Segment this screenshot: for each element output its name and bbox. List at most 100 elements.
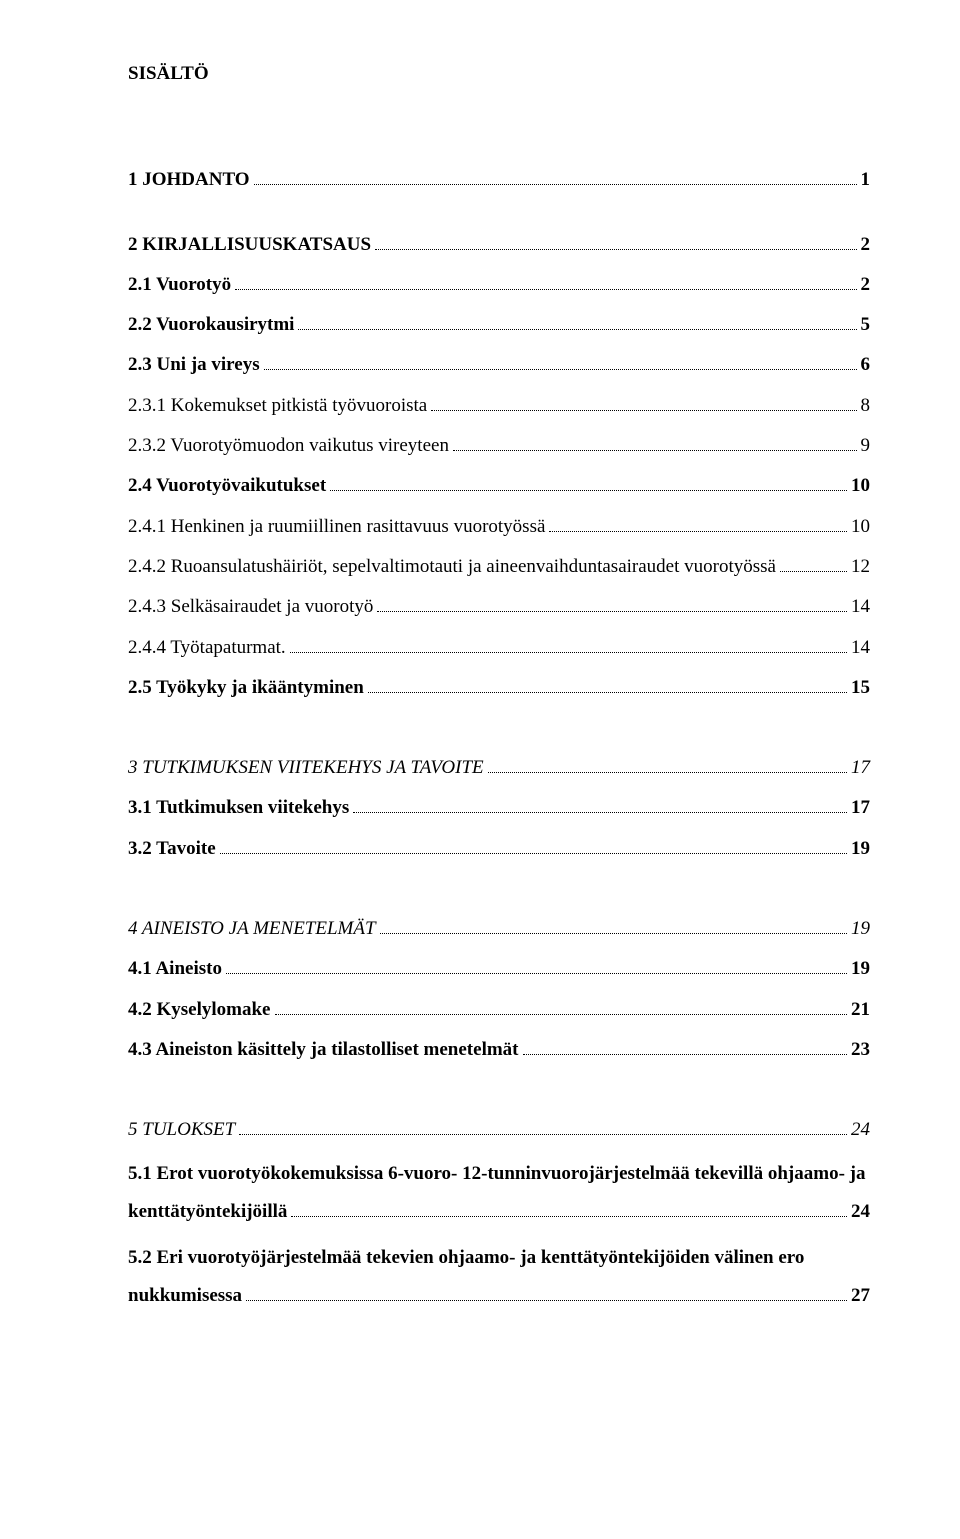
toc-leader (275, 997, 848, 1015)
toc-entry: 5 TULOKSET 24 (128, 1114, 870, 1146)
toc-page: 24 (851, 1193, 870, 1231)
toc-page: 14 (851, 591, 870, 623)
toc-page: 5 (861, 309, 871, 341)
toc-gap (128, 1074, 870, 1114)
toc-label: 5 TULOKSET (128, 1114, 235, 1146)
toc-label: 1 JOHDANTO (128, 164, 250, 196)
toc-leader (488, 755, 847, 773)
toc-entry: 2.4.2 Ruoansulatushäiriöt, sepelvaltimot… (128, 551, 870, 583)
toc-page: 6 (861, 349, 871, 381)
toc-label: 2.3.1 Kokemukset pitkistä työvuoroista (128, 390, 427, 422)
toc-leader (377, 594, 847, 612)
toc-leader (431, 393, 856, 411)
toc-label: 3.1 Tutkimuksen viitekehys (128, 792, 349, 824)
toc-label-line1: 5.1 Erot vuorotyökokemuksissa 6-vuoro- 1… (128, 1155, 870, 1193)
page-title: SISÄLTÖ (128, 58, 870, 90)
toc-page: 24 (851, 1114, 870, 1146)
toc-label-tail: kenttätyöntekijöillä (128, 1193, 287, 1231)
toc-page: 19 (851, 953, 870, 985)
toc-label: 2.4.1 Henkinen ja ruumiillinen rasittavu… (128, 511, 545, 543)
toc-label: 4.1 Aineisto (128, 953, 222, 985)
toc-leader (453, 433, 857, 451)
toc-leader (353, 795, 847, 813)
toc-label: 2.4.2 Ruoansulatushäiriöt, sepelvaltimot… (128, 551, 776, 583)
toc-label: 2.4.3 Selkäsairaudet ja vuorotyö (128, 591, 373, 623)
toc-page: 19 (851, 833, 870, 865)
toc-label: 3.2 Tavoite (128, 833, 216, 865)
toc-entry: 2 KIRJALLISUUSKATSAUS 2 (128, 229, 870, 261)
toc-entry: 3.2 Tavoite 19 (128, 833, 870, 865)
toc-page: 19 (851, 913, 870, 945)
toc-entry: 2.4.3 Selkäsairaudet ja vuorotyö 14 (128, 591, 870, 623)
toc-label: 2.3 Uni ja vireys (128, 349, 260, 381)
toc-leader (239, 1117, 847, 1135)
toc-label: 2.1 Vuorotyö (128, 269, 231, 301)
toc-entry: 2.1 Vuorotyö 2 (128, 269, 870, 301)
toc-leader (226, 956, 847, 974)
toc-leader (330, 473, 847, 491)
toc-page: 8 (861, 390, 871, 422)
toc-leader (523, 1037, 847, 1055)
toc-label: 2.2 Vuorokausirytmi (128, 309, 294, 341)
toc-entry: 3.1 Tutkimuksen viitekehys 17 (128, 792, 870, 824)
toc-page: 9 (861, 430, 871, 462)
toc-entry: 2.2 Vuorokausirytmi 5 (128, 309, 870, 341)
toc-leader (298, 312, 856, 330)
toc-label-line1: 5.2 Eri vuorotyöjärjestelmää tekevien oh… (128, 1239, 870, 1277)
toc-leader (290, 634, 847, 652)
toc-page: 27 (851, 1277, 870, 1315)
toc-entry: 4.2 Kyselylomake 21 (128, 994, 870, 1026)
toc-leader (264, 352, 857, 370)
toc-entry: 4.3 Aineiston käsittely ja tilastolliset… (128, 1034, 870, 1066)
toc-label: 4.3 Aineiston käsittely ja tilastolliset… (128, 1034, 519, 1066)
toc-entry: 2.3 Uni ja vireys 6 (128, 349, 870, 381)
toc-leader (254, 167, 857, 185)
toc-gap (128, 873, 870, 913)
toc-leader (549, 514, 847, 532)
toc-page: 21 (851, 994, 870, 1026)
toc-label: 2.3.2 Vuorotyömuodon vaikutus vireyteen (128, 430, 449, 462)
toc-entry: 5.1 Erot vuorotyökokemuksissa 6-vuoro- 1… (128, 1155, 870, 1231)
toc-label: 4.2 Kyselylomake (128, 994, 271, 1026)
toc-page: 10 (851, 511, 870, 543)
toc-page: 2 (861, 229, 871, 261)
toc-gap (128, 124, 870, 164)
toc-page: 17 (851, 752, 870, 784)
toc-leader (375, 232, 856, 250)
toc-entry: 2.5 Työkyky ja ikääntyminen 15 (128, 672, 870, 704)
toc-label: 2.4.4 Työtapaturmat. (128, 632, 286, 664)
toc-page: 12 (851, 551, 870, 583)
toc-leader (246, 1282, 847, 1300)
toc-leader (235, 272, 856, 290)
toc-entry: 2.3.1 Kokemukset pitkistä työvuoroista 8 (128, 390, 870, 422)
toc-leader (368, 675, 847, 693)
toc-leader (380, 916, 847, 934)
toc-label-tail: nukkumisessa (128, 1277, 242, 1315)
toc-entry: 4 AINEISTO JA MENETELMÄT 19 (128, 913, 870, 945)
toc-label: 3 TUTKIMUKSEN VIITEKEHYS JA TAVOITE (128, 752, 484, 784)
toc-label-lastline: nukkumisessa 27 (128, 1277, 870, 1315)
toc-entry: 4.1 Aineisto 19 (128, 953, 870, 985)
toc-page: 1 (861, 164, 871, 196)
toc-entry: 3 TUTKIMUKSEN VIITEKEHYS JA TAVOITE 17 (128, 752, 870, 784)
toc-page: 17 (851, 792, 870, 824)
toc-label: 2.5 Työkyky ja ikääntyminen (128, 672, 364, 704)
toc-label-lastline: kenttätyöntekijöillä 24 (128, 1193, 870, 1231)
toc-entry: 1 JOHDANTO 1 (128, 164, 870, 196)
toc-label: 4 AINEISTO JA MENETELMÄT (128, 913, 376, 945)
toc-entry: 2.3.2 Vuorotyömuodon vaikutus vireyteen 9 (128, 430, 870, 462)
toc-entry: 2.4 Vuorotyövaikutukset10 (128, 470, 870, 502)
toc-leader (291, 1198, 847, 1216)
toc-page: 14 (851, 632, 870, 664)
table-of-contents: 1 JOHDANTO12 KIRJALLISUUSKATSAUS22.1 Vuo… (128, 124, 870, 1314)
toc-entry: 2.4.4 Työtapaturmat. 14 (128, 632, 870, 664)
toc-page: 15 (851, 672, 870, 704)
toc-leader (780, 554, 847, 572)
toc-gap (128, 205, 870, 229)
toc-page: 10 (851, 470, 870, 502)
toc-entry: 2.4.1 Henkinen ja ruumiillinen rasittavu… (128, 511, 870, 543)
toc-label: 2 KIRJALLISUUSKATSAUS (128, 229, 371, 261)
toc-page: 23 (851, 1034, 870, 1066)
toc-page: 2 (861, 269, 871, 301)
toc-leader (220, 836, 847, 854)
